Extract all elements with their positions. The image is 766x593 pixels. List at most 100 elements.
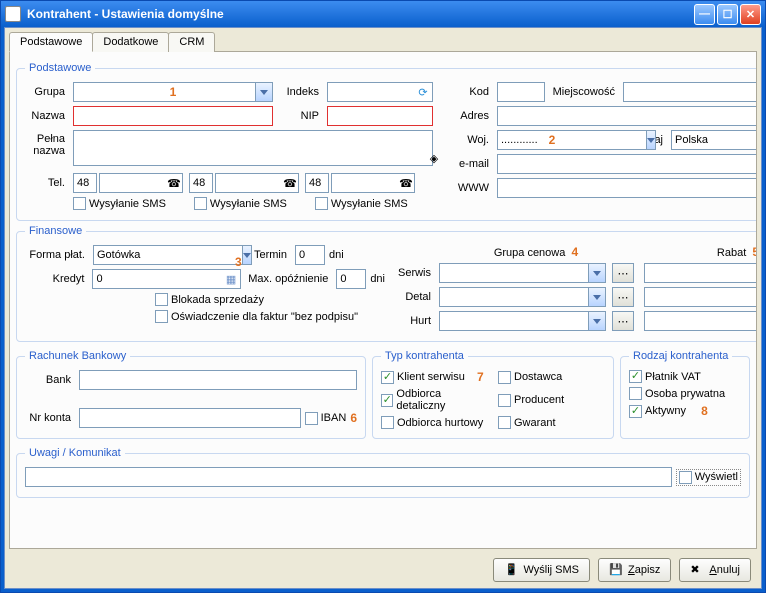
serwis-gc-input[interactable]	[439, 263, 589, 283]
uwagi-input[interactable]	[25, 467, 672, 487]
serwis-rabat-input[interactable]	[644, 263, 757, 283]
detal-gc-browse[interactable]: ⋯	[612, 287, 634, 307]
anuluj-button[interactable]: ✖ Anuluj	[679, 558, 751, 582]
chevron-down-icon[interactable]	[589, 287, 606, 307]
sms2-checkbox[interactable]: Wysyłanie SMS	[194, 197, 287, 210]
fieldset-uwagi: Uwagi / Komunikat Wyświetl	[16, 447, 750, 498]
nazwa-input[interactable]	[73, 106, 273, 126]
sms-icon: 📱	[504, 563, 518, 577]
marker-2: 2	[549, 133, 556, 147]
klient-serwisu-checkbox[interactable]: ✓Klient serwisu 7	[381, 370, 488, 384]
fieldset-podstawowe: Podstawowe Grupa 1 Indeks	[16, 62, 757, 221]
phone-icon: ☎	[399, 176, 413, 190]
serwis-gc-browse[interactable]: ⋯	[612, 263, 634, 283]
marker-8: 8	[701, 404, 708, 418]
aktywny-checkbox[interactable]: ✓Aktywny 8	[629, 404, 741, 418]
woj-input[interactable]	[497, 130, 647, 150]
tab-crm[interactable]: CRM	[168, 32, 215, 52]
label-nazwa: Nazwa	[25, 110, 69, 122]
marker-1: 1	[170, 85, 177, 99]
refresh-icon[interactable]: ⟳	[416, 85, 430, 99]
label-termin: Termin	[247, 249, 291, 261]
wyslij-sms-button[interactable]: 📱 Wyślij SMS	[493, 558, 590, 582]
label-kredyt: Kredyt	[25, 273, 88, 285]
blokada-checkbox[interactable]: Blokada sprzedaży	[155, 293, 264, 306]
minimize-button[interactable]: —	[694, 4, 715, 25]
label-www: WWW	[453, 182, 493, 194]
tab-podstawowe[interactable]: Podstawowe	[9, 32, 93, 52]
tel3-prefix[interactable]	[305, 173, 329, 193]
legend-rodzaj: Rodzaj kontrahenta	[629, 350, 732, 362]
hurt-gc-input[interactable]	[439, 311, 589, 331]
close-button[interactable]: ✕	[740, 4, 761, 25]
nrkonta-input[interactable]	[79, 408, 301, 428]
odb-det-checkbox[interactable]: ✓Odbiorca detaliczny	[381, 388, 488, 412]
tag-icon[interactable]: ◈	[427, 151, 441, 165]
osoba-checkbox[interactable]: Osoba prywatna	[629, 387, 741, 400]
tel2-prefix[interactable]	[189, 173, 213, 193]
marker-7: 7	[477, 370, 484, 384]
label-rabat: Rabat 5	[637, 245, 757, 259]
maxop-input[interactable]	[336, 269, 366, 289]
detal-rabat-input[interactable]	[644, 287, 757, 307]
cancel-icon: ✖	[690, 563, 704, 577]
kredyt-input[interactable]	[92, 269, 241, 289]
label-nrkonta: Nr konta	[25, 412, 75, 424]
gwarant-checkbox[interactable]: Gwarant	[498, 416, 605, 429]
email-input[interactable]	[497, 154, 757, 174]
label-hurt: Hurt	[395, 315, 435, 327]
hurt-rabat-input[interactable]	[644, 311, 757, 331]
window-title: Kontrahent - Ustawienia domyślne	[27, 7, 692, 21]
forma-input[interactable]	[93, 245, 243, 265]
miejscowosc-input[interactable]	[623, 82, 757, 102]
odb-hurt-checkbox[interactable]: Odbiorca hurtowy	[381, 416, 488, 429]
producent-checkbox[interactable]: Producent	[498, 388, 605, 412]
tab-dodatkowe[interactable]: Dodatkowe	[92, 32, 169, 52]
www-input[interactable]	[497, 178, 757, 198]
legend-rachunek: Rachunek Bankowy	[25, 350, 130, 362]
client-area: Podstawowe Dodatkowe CRM Podstawowe Grup…	[4, 27, 762, 589]
sms1-checkbox[interactable]: Wysyłanie SMS	[73, 197, 166, 210]
calc-icon[interactable]: ▦	[224, 272, 238, 286]
label-grupa-cenowa: Grupa cenowa 4	[435, 245, 637, 259]
label-serwis: Serwis	[395, 267, 435, 279]
label-email: e-mail	[453, 158, 493, 170]
dostawca-checkbox[interactable]: Dostawca	[498, 370, 605, 384]
grupa-input[interactable]	[73, 82, 256, 102]
sms3-checkbox[interactable]: Wysyłanie SMS	[315, 197, 408, 210]
tel1-prefix[interactable]	[73, 173, 97, 193]
platnik-checkbox[interactable]: ✓Płatnik VAT	[629, 370, 741, 383]
marker-6: 6	[350, 411, 357, 425]
grupa-dropdown-icon[interactable]	[256, 82, 273, 102]
hurt-gc-browse[interactable]: ⋯	[612, 311, 634, 331]
tabstrip: Podstawowe Dodatkowe CRM	[9, 32, 757, 52]
chevron-down-icon[interactable]	[589, 263, 606, 283]
maximize-button[interactable]: ☐	[717, 4, 738, 25]
save-icon: 💾	[609, 563, 623, 577]
titlebar: Kontrahent - Ustawienia domyślne — ☐ ✕	[1, 1, 765, 27]
label-pelna: Pełna nazwa	[25, 130, 69, 157]
pelna-nazwa-input[interactable]	[73, 130, 433, 166]
button-bar: 📱 Wyślij SMS 💾 Zapisz ✖ Anuluj	[493, 558, 751, 582]
kod-input[interactable]	[497, 82, 545, 102]
detal-gc-input[interactable]	[439, 287, 589, 307]
iban-checkbox[interactable]: IBAN	[305, 412, 347, 425]
marker-4: 4	[571, 245, 578, 259]
kraj-input[interactable]	[671, 130, 757, 150]
label-bank: Bank	[25, 374, 75, 386]
bank-input[interactable]	[79, 370, 357, 390]
adres-input[interactable]	[497, 106, 757, 126]
zapisz-button[interactable]: 💾 Zapisz	[598, 558, 671, 582]
label-grupa: Grupa	[25, 86, 69, 98]
label-nip: NIP	[277, 110, 323, 122]
wyswietl-checkbox[interactable]: Wyświetl	[676, 469, 741, 486]
label-kod: Kod	[453, 86, 493, 98]
termin-input[interactable]	[295, 245, 325, 265]
woj-dropdown-icon[interactable]	[647, 130, 656, 150]
label-forma: Forma płat.	[25, 249, 89, 261]
oswiadczenie-checkbox[interactable]: Oświadczenie dla faktur "bez podpisu"	[155, 310, 358, 323]
chevron-down-icon[interactable]	[589, 311, 606, 331]
nip-input[interactable]	[327, 106, 433, 126]
label-indeks: Indeks	[277, 86, 323, 98]
legend-uwagi: Uwagi / Komunikat	[25, 447, 125, 459]
